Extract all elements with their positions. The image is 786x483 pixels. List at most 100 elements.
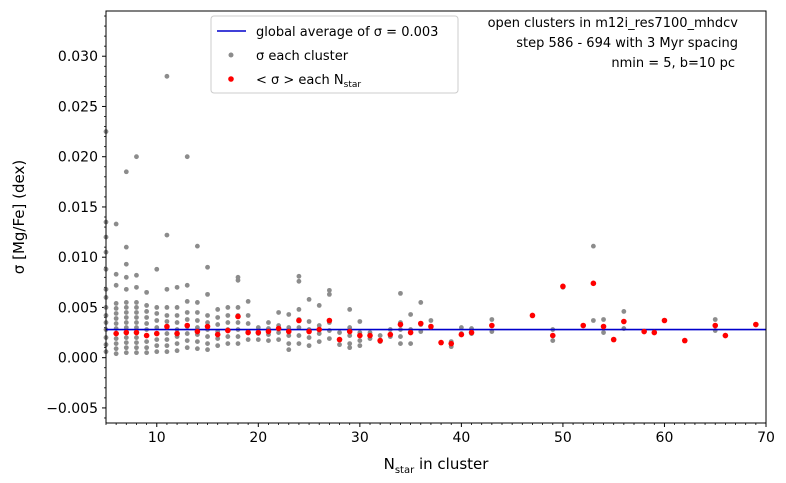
sigma-each-cluster-point (113, 271, 119, 277)
sigma-each-cluster-point (205, 334, 210, 339)
plot-frame (105, 10, 767, 424)
x-tick-label: 50 (554, 430, 572, 446)
sigma-each-cluster-point (184, 331, 190, 336)
sigma-each-cluster-point (306, 335, 312, 340)
sigma-each-cluster-point (164, 305, 170, 310)
sigma-each-cluster-point (164, 319, 170, 324)
sigma-each-cluster-point (235, 277, 241, 283)
legend: global average of σ = 0.003 σ each clust… (210, 15, 459, 94)
sigma-each-cluster-point (225, 305, 231, 310)
sigma-each-cluster-point (712, 317, 718, 322)
sigma-each-cluster-point (255, 325, 261, 330)
mean-sigma-point (458, 331, 465, 338)
y-tick-label: 0.015 (58, 200, 98, 216)
mean-sigma-point (225, 327, 231, 334)
mean-sigma-point (214, 331, 221, 338)
sigma-each-cluster-point (326, 336, 332, 341)
sigma-each-cluster-point (184, 299, 190, 304)
sigma-each-cluster-point (164, 343, 170, 349)
mean-sigma-point (326, 317, 333, 324)
x-tick-label: 40 (452, 430, 470, 446)
sigma-each-cluster-point (144, 321, 150, 326)
sigma-each-cluster-point (113, 346, 119, 352)
sigma-each-cluster-point (296, 341, 302, 347)
sigma-each-cluster-point (154, 266, 160, 272)
mean-sigma-point (346, 328, 353, 335)
sigma-each-cluster-point (123, 300, 129, 305)
mean-sigma-point (407, 329, 414, 336)
sigma-each-cluster-point (164, 331, 170, 336)
sigma-each-cluster-point (113, 301, 119, 306)
y-axis-label: σ [Mg/Fe] (dex) (10, 160, 28, 274)
sigma-each-cluster-point (357, 338, 363, 343)
sigma-each-cluster-point (144, 309, 150, 314)
sigma-each-cluster-point (215, 322, 221, 327)
sigma-each-cluster-point (316, 331, 322, 336)
sigma-each-cluster-point (134, 272, 139, 278)
sigma-each-cluster-point (398, 334, 403, 339)
sigma-each-cluster-point (458, 325, 464, 330)
sigma-each-cluster-point (113, 321, 119, 326)
legend-label-mean-sigma-main: < σ > each N (256, 73, 344, 88)
mean-sigma-point (428, 323, 434, 330)
annotation-line-2: step 586 - 694 with 3 Myr spacing (516, 36, 738, 51)
sigma-each-cluster-point (245, 337, 251, 342)
sigma-each-cluster-point (194, 310, 200, 315)
sigma-each-cluster-point (276, 330, 282, 335)
sigma-each-cluster-point (235, 341, 241, 347)
sigma-each-cluster-point (113, 336, 119, 341)
sigma-each-cluster-point (123, 335, 129, 340)
sigma-each-cluster-point (174, 313, 180, 318)
sigma-each-cluster-point (134, 315, 139, 320)
x-axis-label-subscript: star (395, 465, 415, 476)
sigma-each-cluster-point (347, 307, 353, 312)
sigma-each-cluster-point (316, 339, 322, 345)
mean-sigma-point (468, 329, 475, 336)
sigma-each-cluster-point (123, 286, 129, 292)
sigma-each-cluster-point (134, 335, 139, 340)
mean-sigma-point (255, 329, 262, 336)
sigma-each-cluster-point (296, 307, 302, 312)
sigma-each-cluster-point (235, 305, 241, 310)
sigma-each-cluster-point (154, 337, 160, 342)
sigma-each-cluster-point (489, 317, 495, 322)
mean-sigma-point (641, 328, 647, 335)
sigma-each-cluster-point (113, 306, 119, 311)
sigma-each-cluster-point (154, 305, 160, 310)
sigma-each-cluster-point (205, 264, 210, 270)
mean-sigma-point (417, 320, 424, 327)
sigma-each-cluster-point (123, 340, 129, 346)
sigma-each-cluster-point (347, 341, 353, 347)
sigma-each-cluster-point (134, 345, 139, 351)
sigma-each-cluster-point (316, 303, 322, 308)
sigma-each-cluster-point (154, 318, 160, 323)
sigma-each-cluster-point (225, 313, 231, 318)
mean-sigma-point (265, 328, 272, 335)
sigma-each-cluster-point (205, 291, 210, 297)
mean-sigma-point (681, 337, 688, 344)
sigma-each-cluster-point (144, 339, 150, 345)
sigma-each-cluster-point (347, 325, 353, 330)
sigma-each-cluster-point (194, 300, 200, 305)
sigma-each-cluster-point (194, 318, 200, 323)
mean-sigma-point (489, 322, 495, 329)
sigma-each-cluster-point (306, 297, 312, 302)
sigma-each-cluster-point (235, 334, 241, 339)
sigma-each-cluster-point (123, 350, 129, 356)
sigma-each-cluster-point (123, 325, 129, 330)
sigma-each-cluster-point (266, 338, 271, 343)
sigma-each-cluster-point (276, 337, 282, 342)
sigma-each-cluster-point (398, 290, 403, 296)
mean-sigma-point (285, 328, 292, 335)
sigma-each-cluster-point (601, 330, 606, 335)
sigma-each-cluster-point (154, 349, 160, 355)
mean-sigma-point (580, 322, 587, 329)
mean-sigma-point (590, 280, 597, 287)
mean-sigma-point (164, 323, 170, 330)
mean-sigma-point (306, 328, 312, 335)
sigma-each-cluster-point (123, 274, 129, 280)
sigma-each-cluster-point (296, 278, 302, 284)
sigma-each-cluster-point (225, 341, 231, 347)
x-axis-label-main: N (384, 455, 395, 473)
sigma-each-cluster-point (194, 325, 200, 330)
